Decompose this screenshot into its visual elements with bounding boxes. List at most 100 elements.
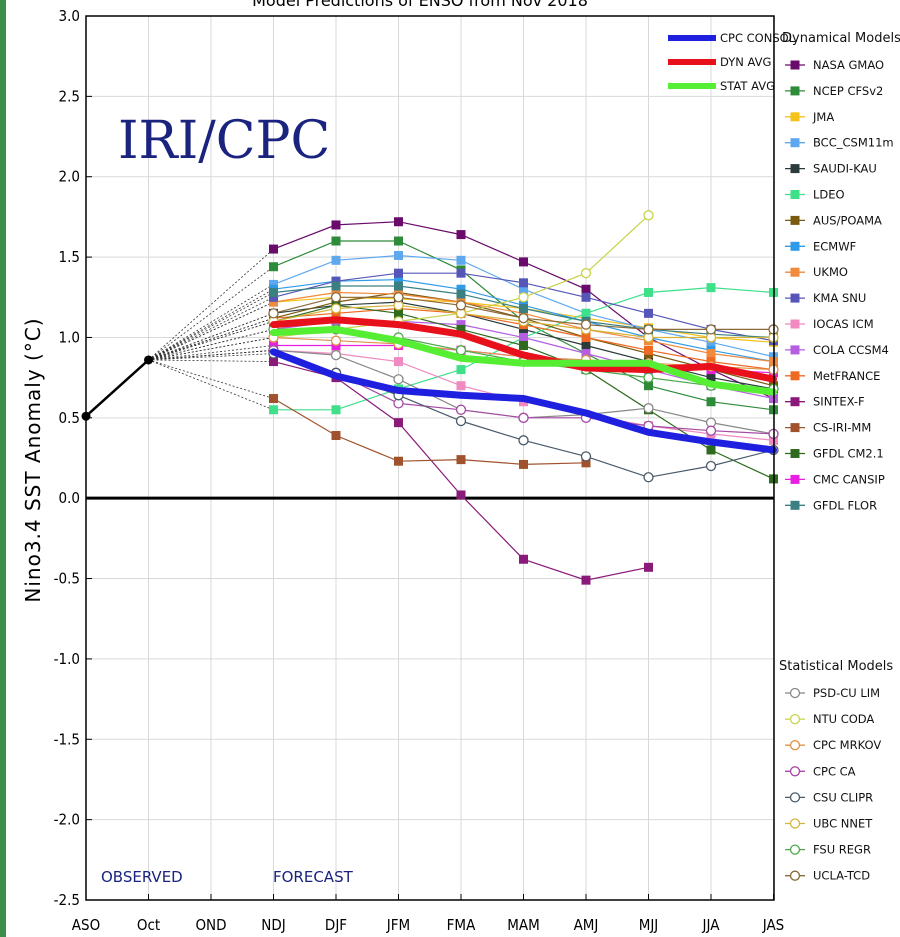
legend-label-sintex-f: SINTEX-F (813, 395, 865, 409)
legend-marker-jma (790, 112, 800, 122)
point-ntu-coda (580, 268, 592, 279)
point-bcc-csm11m (394, 250, 403, 260)
point-cola-ccsm4 (456, 320, 466, 330)
point-ntu-coda (518, 292, 529, 303)
legend-label-ncep-cfsv2: NCEP CFSv2 (813, 84, 883, 98)
legend-label-cmc-cansip: CMC CANSIP (813, 472, 885, 486)
point-bcc-csm11m (269, 279, 278, 289)
legend-label-fsu-regr: FSU REGR (813, 843, 871, 857)
plume-connector (148, 359, 274, 362)
point-ucla-tcd (705, 324, 717, 335)
y-tick-label: -1.5 (54, 730, 80, 748)
point-gfdl-flor (269, 287, 278, 297)
legend-label-ecmwf: ECMWF (813, 239, 856, 253)
point-ucla-tcd (518, 313, 529, 324)
point-saudi-kau (581, 340, 591, 350)
y-tick-label: 2.5 (59, 87, 80, 105)
legend-marker-cola-ccsm4 (790, 345, 800, 355)
point-cs-iri-mm (269, 394, 278, 404)
forecast-annotation: FORECAST (273, 868, 354, 886)
point-cs-iri-mm (394, 456, 403, 466)
point-ecmwf (456, 284, 466, 294)
legend-marker-bcc-csm11m (790, 138, 800, 148)
forecast-plume-lines (148, 248, 274, 411)
avg-line-cpc-consol (270, 348, 777, 454)
y-axis-label: Nino3.4 SST Anomaly (°C) (21, 317, 45, 602)
point-sintex-f (644, 562, 653, 572)
point-ukmo (269, 297, 278, 307)
point-ucla-tcd (393, 292, 404, 303)
point-bcc-csm11m (456, 255, 466, 265)
point-kma-snu (331, 276, 341, 286)
point-gfdl-flor (519, 304, 528, 314)
plume-connector (148, 359, 274, 411)
legend-marker-iocas-icm (790, 319, 800, 329)
point-metfrance (644, 345, 653, 355)
point-csu-clipr (580, 451, 592, 462)
point-nasa-gmao (269, 244, 278, 254)
left-edge-bar (0, 0, 6, 937)
avg-line-stat-avg (270, 325, 777, 396)
legend-marker-metfrance (790, 371, 800, 381)
plume-connector (148, 349, 274, 361)
point-saudi-kau (519, 324, 528, 334)
point-ucla-tcd (455, 300, 467, 311)
legend-marker-saudi-kau (790, 164, 800, 174)
point-ukmo (706, 349, 716, 359)
legend-marker-sintex-f (790, 397, 800, 407)
point-ubc-nnet (330, 303, 342, 314)
point-sintex-f (269, 357, 278, 367)
legend-marker-ldeo (790, 190, 800, 199)
legend-label-dyn-avg: DYN AVG (720, 55, 771, 69)
legend-marker-ncep-cfsv2 (790, 86, 800, 96)
legend-label-stat-avg: STAT AVG (720, 79, 775, 93)
legend-label-bcc-csm11m: BCC_CSM11m (813, 136, 894, 150)
point-cpc-ca (705, 425, 717, 436)
point-csu-clipr (643, 472, 654, 483)
x-tick-label: DJF (325, 916, 347, 934)
point-gfdl-cm2-1 (706, 445, 716, 455)
point-saudi-kau (706, 373, 716, 383)
legend-label-ubc-nnet: UBC NNET (813, 817, 873, 831)
legend-label-gfdl-flor: GFDL FLOR (813, 498, 877, 512)
point-bcc-csm11m (519, 284, 528, 294)
point-psd-cu-lim (393, 374, 404, 385)
y-tick-label: -0.5 (54, 570, 80, 588)
point-cola-ccsm4 (519, 332, 528, 342)
y-tick-label: -1.0 (54, 650, 80, 668)
legend-marker-fsu-regr (789, 844, 801, 855)
point-gfdl-flor (456, 289, 466, 299)
observed-point (144, 355, 153, 365)
point-fsu-regr (455, 345, 467, 356)
legend-marker-ucla-tcd (789, 870, 801, 881)
x-tick-label: MAM (507, 916, 540, 934)
legend-label-cs-iri-mm: CS-IRI-MM (813, 421, 871, 435)
point-ncep-cfsv2 (706, 397, 716, 407)
observed-annotation: OBSERVED (101, 868, 183, 886)
point-kma-snu (519, 278, 528, 288)
y-tick-label: -2.0 (54, 811, 80, 829)
point-csu-clipr (455, 415, 467, 427)
point-ldeo (706, 283, 716, 293)
point-iocas-icm (456, 381, 466, 391)
y-tick-label: 1.5 (59, 248, 80, 266)
legend-marker-nasa-gmao (790, 60, 800, 70)
legend-label-jma: JMA (812, 110, 834, 124)
plume-connector (148, 320, 274, 361)
point-cs-iri-mm (331, 430, 341, 440)
legend-marker-psd-cu-lim (789, 687, 801, 699)
point-csu-clipr (518, 435, 529, 446)
observed-line (85, 359, 150, 418)
plume-connector (148, 345, 274, 361)
point-nasa-gmao (581, 284, 591, 294)
legend-label-ntu-coda: NTU CODA (813, 712, 874, 726)
x-tick-label: AMJ (574, 916, 599, 934)
point-cola-ccsm4 (581, 349, 591, 359)
point-kma-snu (394, 268, 403, 278)
legend-label-ucla-tcd: UCLA-TCD (813, 869, 870, 883)
plume-connector (148, 353, 274, 361)
legend-label-kma-snu: KMA SNU (813, 291, 866, 305)
legend-label-csu-clipr: CSU CLIPR (813, 790, 873, 804)
point-cpc-ca (455, 404, 467, 415)
